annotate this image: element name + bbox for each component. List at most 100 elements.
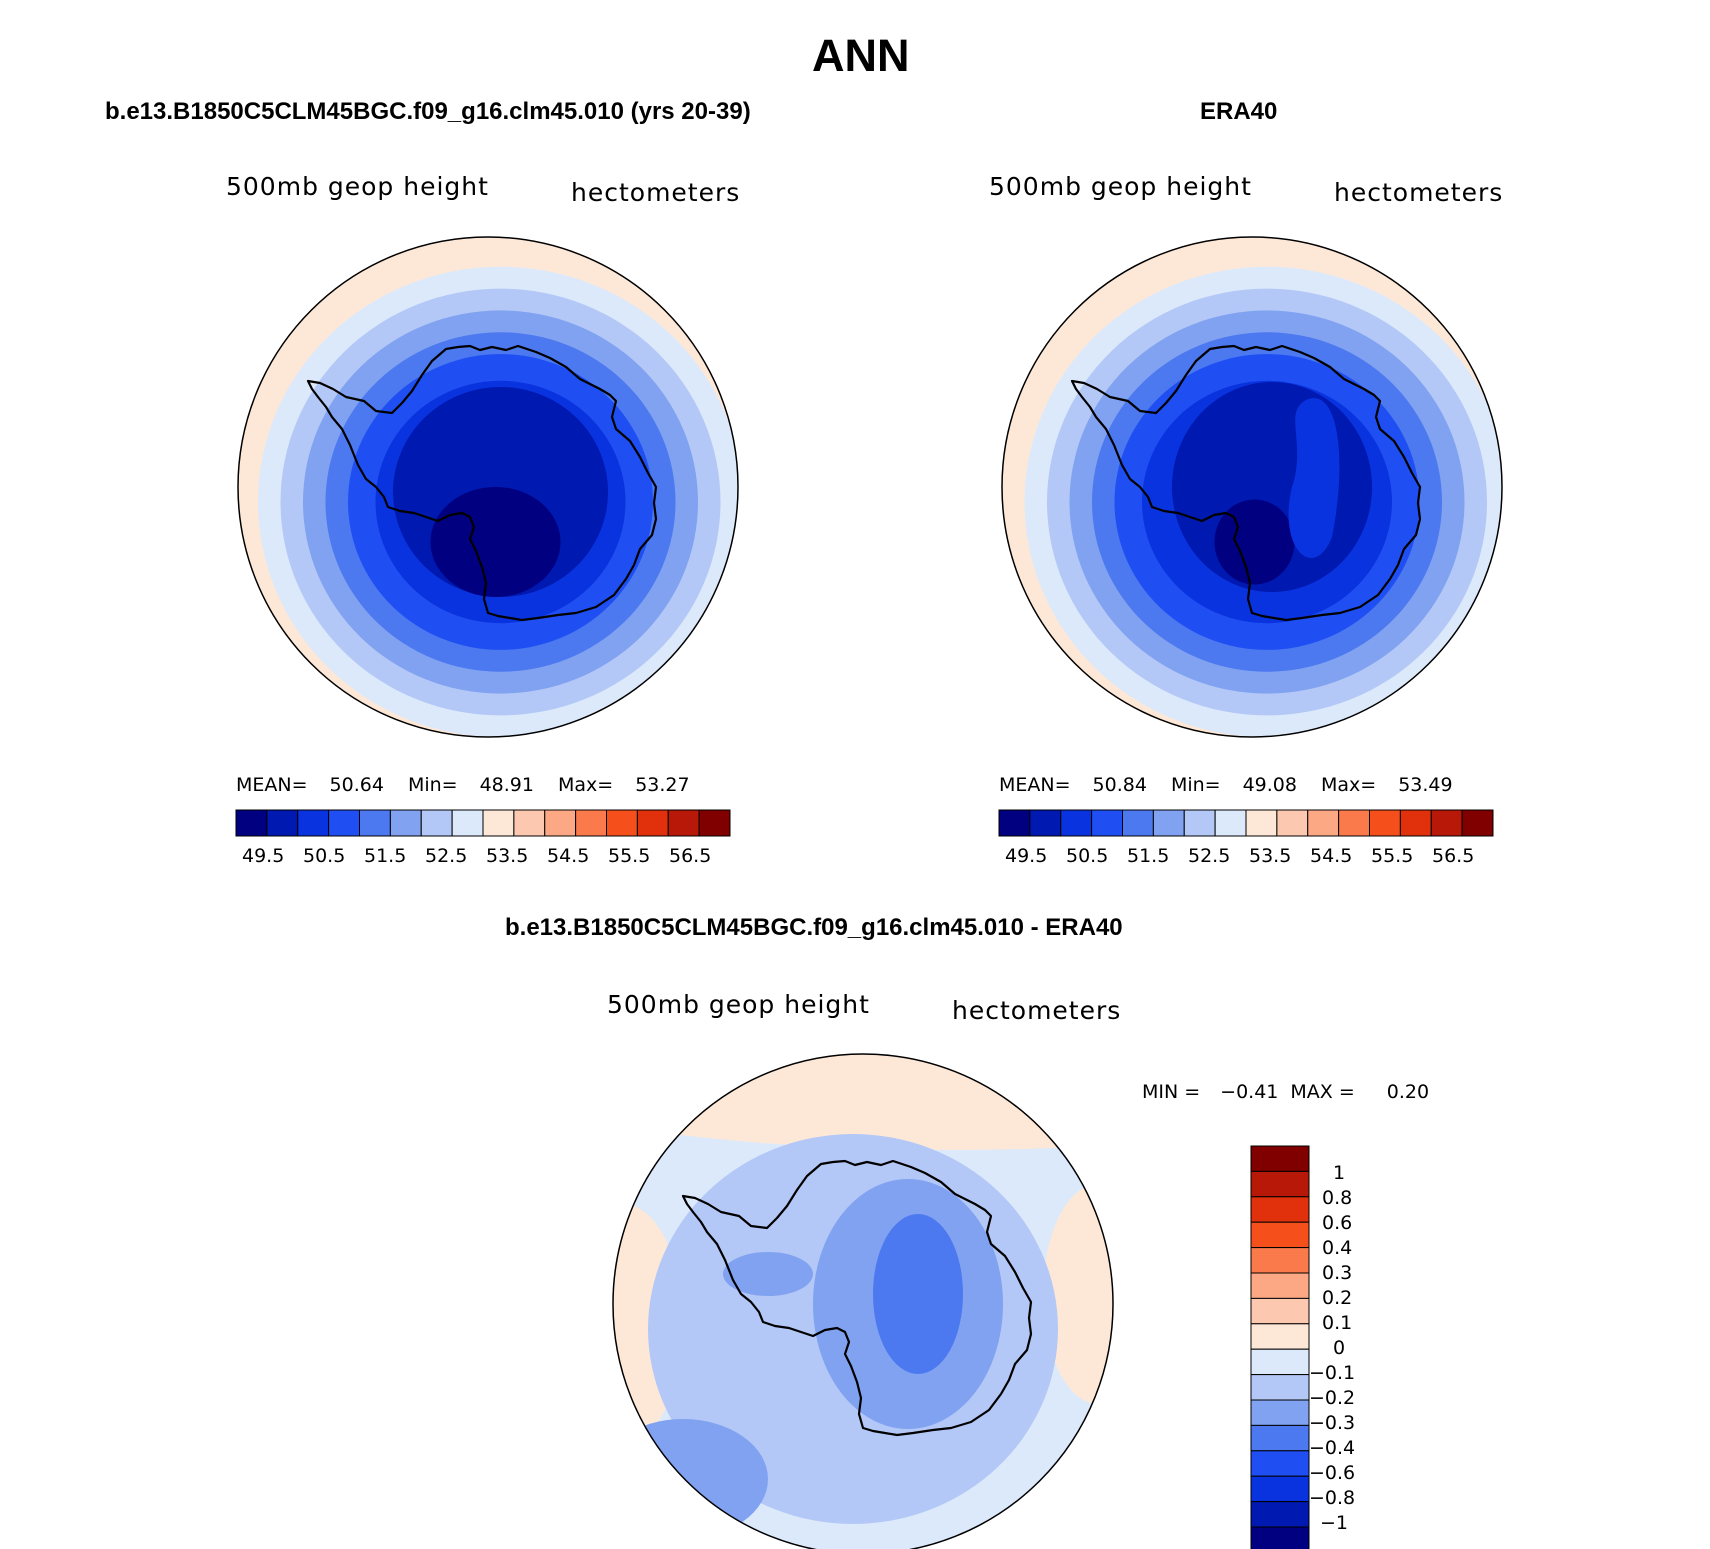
- map-obs-fill: [1002, 237, 1502, 737]
- colorbar-box: [1250, 1399, 1310, 1426]
- map-boundary: [237, 236, 739, 738]
- panel-title-obs: ERA40: [1200, 98, 1278, 125]
- units-label-diff: hectometers: [952, 996, 1122, 1025]
- contour-band: [873, 1214, 963, 1374]
- contour-band: [613, 1054, 1113, 1150]
- stat-mean-value: 50.84: [1092, 774, 1147, 796]
- colorbar-box: [1276, 809, 1309, 837]
- colorbar-box: [1250, 1272, 1310, 1299]
- colorbar-box: [1307, 809, 1340, 837]
- stat-max-value: 53.49: [1398, 774, 1453, 796]
- stat-mean-label: MEAN=: [999, 774, 1071, 796]
- colorbar-box: [667, 809, 700, 837]
- colorbar-box: [359, 809, 391, 837]
- stat-max-value: 0.20: [1386, 1081, 1430, 1103]
- colorbar-box: [1250, 1145, 1310, 1172]
- variable-label-model: 500mb geop height: [226, 172, 489, 201]
- colorbar-box: [235, 809, 268, 837]
- colorbar-tick-label: 55.5: [608, 845, 651, 867]
- panel-title-model: b.e13.B1850C5CLM45BGC.f09_g16.clm45.010 …: [105, 98, 751, 125]
- map-diff: [612, 1053, 1114, 1549]
- colorbar-tick-label: 53.5: [1249, 845, 1292, 867]
- stat-mean-label: MEAN=: [236, 774, 308, 796]
- colorbar-box: [636, 809, 669, 837]
- colorbar-diff: [1250, 1145, 1310, 1549]
- colorbar-box: [1338, 809, 1370, 837]
- colorbar-box: [1214, 809, 1247, 837]
- colorbar-tick-label: 55.5: [1371, 845, 1414, 867]
- colorbar-box: [1250, 1323, 1310, 1350]
- colorbar-box: [1250, 1475, 1310, 1503]
- colorbar-tick-label: 56.5: [1432, 845, 1475, 867]
- stat-min-label: Min=: [1170, 774, 1221, 796]
- variable-label-obs: 500mb geop height: [989, 172, 1252, 201]
- units-label-model: hectometers: [571, 178, 741, 207]
- units-label-obs: hectometers: [1334, 178, 1504, 207]
- colorbar-tick-label: 51.5: [1127, 845, 1170, 867]
- colorbar-box: [1250, 1348, 1310, 1376]
- colorbar-box: [1183, 809, 1216, 837]
- stats-model: MEAN= 50.64 Min= 48.91 Max= 53.27: [236, 774, 690, 796]
- colorbar-tick-label: 0.1: [1322, 1312, 1353, 1334]
- colorbar-tick-label: 49.5: [242, 845, 285, 867]
- colorbar-tick-label: −0.6: [1309, 1462, 1356, 1484]
- stat-min-label: MIN =: [1142, 1081, 1201, 1103]
- colorbar-tick-label: 52.5: [425, 845, 468, 867]
- stat-max-label: Max=: [1320, 774, 1377, 796]
- colorbar-box: [1091, 809, 1123, 837]
- colorbar-box: [389, 809, 422, 837]
- colorbar-box: [1250, 1450, 1310, 1477]
- colorbar-box: [1430, 809, 1463, 837]
- contour-band: [723, 1252, 813, 1296]
- stat-min-label: Min=: [407, 774, 458, 796]
- contour-band: [1288, 398, 1340, 558]
- colorbar-box: [698, 809, 731, 837]
- colorbar-tick-label: −1: [1320, 1512, 1349, 1534]
- colorbar-box: [575, 809, 607, 837]
- colorbar-tick-label: 0.6: [1322, 1212, 1353, 1234]
- colorbar-model: [235, 809, 731, 837]
- colorbar-box: [513, 809, 546, 837]
- colorbar-box: [451, 809, 484, 837]
- stat-min-value: −0.41: [1220, 1081, 1279, 1103]
- colorbar-box: [1245, 809, 1278, 837]
- colorbar-tick-label: 0.3: [1322, 1262, 1353, 1284]
- colorbar-tick-label: −0.1: [1309, 1362, 1356, 1384]
- colorbar-box: [1250, 1374, 1310, 1401]
- antarctica-coastline: [681, 1159, 1033, 1437]
- colorbar-box: [998, 809, 1031, 837]
- colorbar-tick-label: 0.2: [1322, 1287, 1353, 1309]
- colorbar-box: [328, 809, 360, 837]
- colorbar-tick-label: 0.8: [1322, 1187, 1353, 1209]
- colorbar-tick-label: −0.2: [1309, 1387, 1356, 1409]
- map-obs: [1001, 236, 1503, 738]
- stat-max-label: Max=: [557, 774, 614, 796]
- panel-title-diff: b.e13.B1850C5CLM45BGC.f09_g16.clm45.010 …: [505, 914, 1123, 941]
- colorbar-box: [1060, 809, 1093, 837]
- stat-min-value: 48.91: [479, 774, 534, 796]
- map-model: [237, 236, 739, 738]
- colorbar-tick-label: 1: [1333, 1162, 1346, 1184]
- colorbar-tick-label: 51.5: [364, 845, 407, 867]
- colorbar-tick-label: 49.5: [1005, 845, 1048, 867]
- map-boundary: [1001, 236, 1503, 738]
- colorbar-box: [606, 809, 638, 837]
- colorbar-box: [266, 809, 299, 837]
- map-boundary: [612, 1053, 1114, 1549]
- antarctica-coastline: [1070, 344, 1422, 622]
- contour-band: [1043, 1184, 1113, 1404]
- colorbar-box: [297, 809, 330, 837]
- colorbar-box: [1250, 1247, 1310, 1274]
- colorbar-box: [544, 809, 577, 837]
- colorbar-box: [1250, 1297, 1310, 1325]
- colorbar-tick-label: −0.8: [1309, 1487, 1356, 1509]
- colorbar-tick-label: 0: [1333, 1337, 1346, 1359]
- stat-max-value: 53.27: [635, 774, 690, 796]
- colorbar-box: [1250, 1221, 1310, 1249]
- map-model-fill: [238, 237, 738, 737]
- colorbar-box: [1250, 1170, 1310, 1198]
- colorbar-tick-label: 54.5: [1310, 845, 1353, 867]
- colorbar-box: [1369, 809, 1401, 837]
- colorbar-box: [1250, 1196, 1310, 1223]
